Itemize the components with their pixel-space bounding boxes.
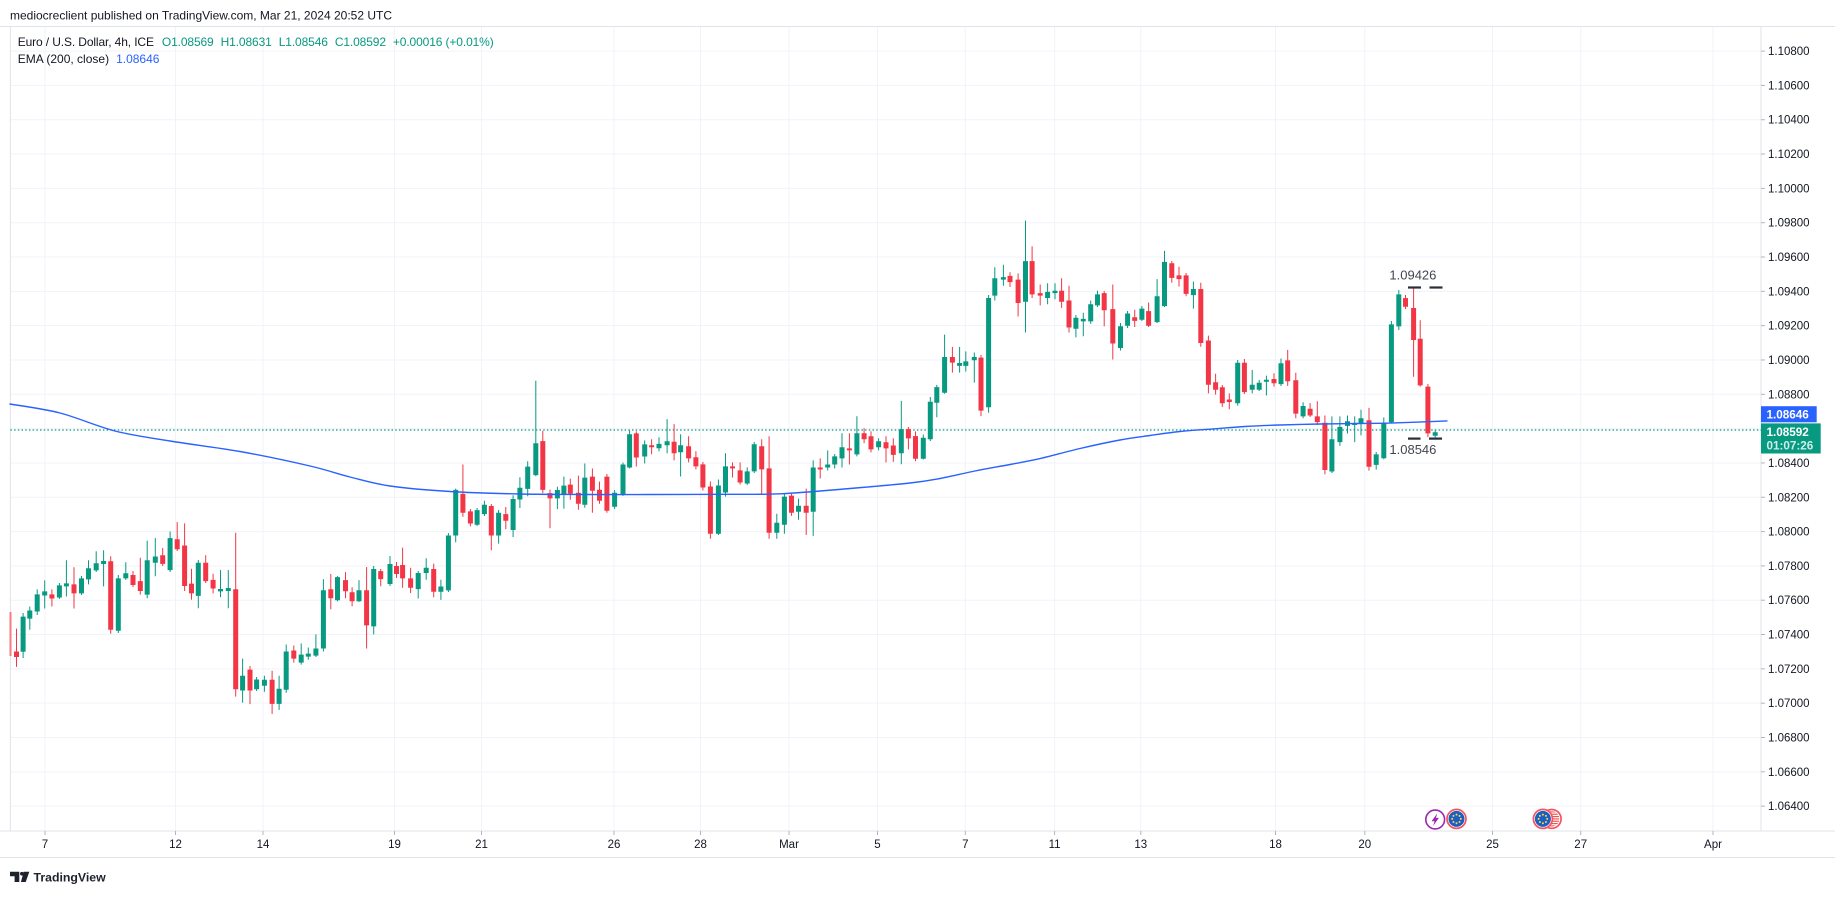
svg-text:19: 19	[388, 839, 401, 851]
svg-text:7: 7	[962, 839, 968, 851]
svg-text:1.09400: 1.09400	[1768, 286, 1810, 298]
svg-text:21: 21	[475, 839, 488, 851]
svg-text:Mar: Mar	[779, 839, 799, 851]
svg-text:1.10600: 1.10600	[1768, 80, 1810, 92]
svg-text:20: 20	[1358, 839, 1371, 851]
svg-text:1.08546: 1.08546	[1389, 442, 1436, 457]
svg-text:1.08000: 1.08000	[1768, 527, 1810, 539]
svg-text:5: 5	[874, 839, 880, 851]
svg-text:1.08400: 1.08400	[1768, 458, 1810, 470]
svg-text:01:07:26: 01:07:26	[1767, 440, 1814, 453]
svg-text:1.06800: 1.06800	[1768, 733, 1810, 745]
svg-text:1.09000: 1.09000	[1768, 355, 1810, 367]
svg-text:1.08592: 1.08592	[1767, 426, 1810, 439]
svg-text:1.09800: 1.09800	[1768, 218, 1810, 230]
svg-text:mediocreclient published on Tr: mediocreclient published on TradingView.…	[10, 9, 392, 23]
svg-text:1.10400: 1.10400	[1768, 115, 1810, 127]
svg-text:1.07600: 1.07600	[1768, 595, 1810, 607]
svg-text:1.09600: 1.09600	[1768, 252, 1810, 264]
svg-text:1.07400: 1.07400	[1768, 630, 1810, 642]
svg-text:1.08200: 1.08200	[1768, 492, 1810, 504]
svg-text:26: 26	[608, 839, 621, 851]
svg-text:1.10200: 1.10200	[1768, 149, 1810, 161]
svg-text:1.09200: 1.09200	[1768, 321, 1810, 333]
svg-text:1.07200: 1.07200	[1768, 664, 1810, 676]
svg-text:7: 7	[42, 839, 48, 851]
svg-text:1.06600: 1.06600	[1768, 767, 1810, 779]
svg-text:1.10000: 1.10000	[1768, 183, 1810, 195]
svg-text:28: 28	[694, 839, 707, 851]
svg-text:1.06400: 1.06400	[1768, 801, 1810, 813]
svg-text:1.08646: 1.08646	[1767, 409, 1810, 422]
svg-text:11: 11	[1049, 839, 1061, 851]
svg-text:1.07000: 1.07000	[1768, 698, 1810, 710]
svg-text:EMA (200, close)1.08646: EMA (200, close) 1.08646	[18, 52, 160, 66]
svg-text:TradingView: TradingView	[34, 870, 107, 884]
svg-text:27: 27	[1574, 839, 1587, 851]
svg-text:1.07800: 1.07800	[1768, 561, 1810, 573]
svg-text:14: 14	[257, 839, 270, 851]
svg-text:1.09426: 1.09426	[1389, 267, 1436, 282]
svg-text:1.08800: 1.08800	[1768, 389, 1810, 401]
svg-text:13: 13	[1134, 839, 1147, 851]
svg-text:Apr: Apr	[1704, 839, 1722, 851]
svg-text:18: 18	[1269, 839, 1282, 851]
svg-text:25: 25	[1486, 839, 1499, 851]
svg-text:1.10800: 1.10800	[1768, 46, 1810, 58]
svg-text:12: 12	[169, 839, 182, 851]
